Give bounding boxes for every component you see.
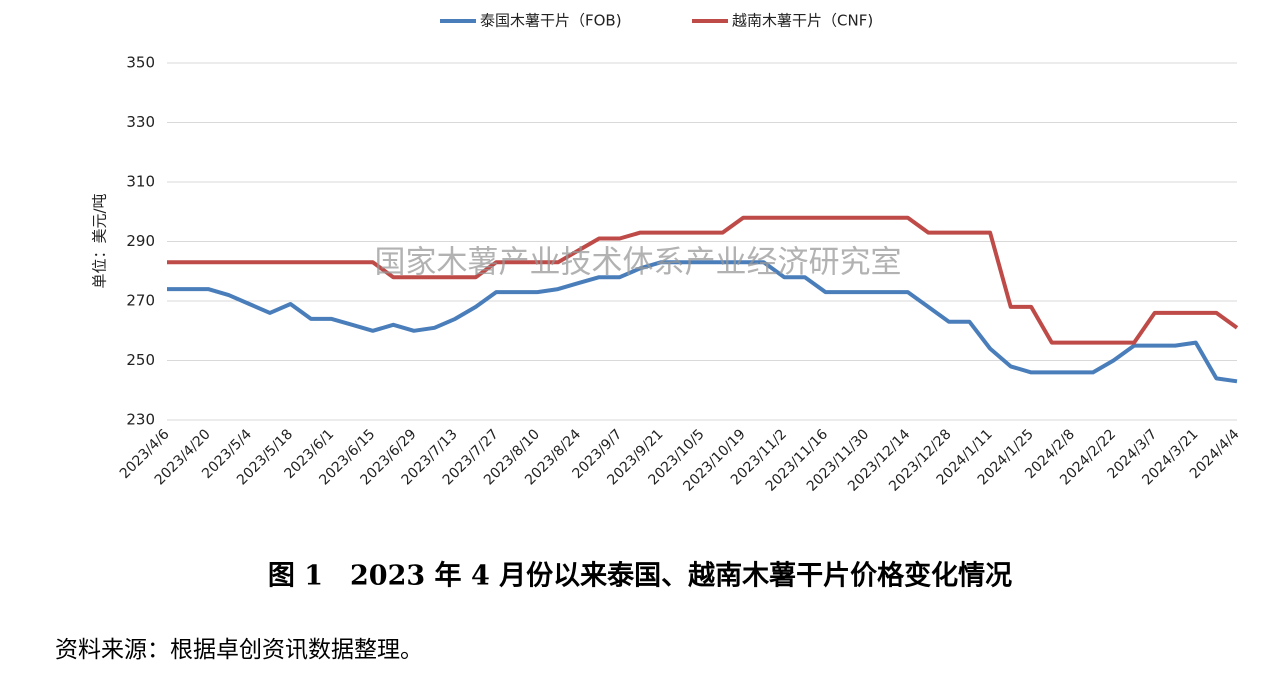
y-tick-label: 290 bbox=[126, 232, 155, 250]
y-tick-label: 270 bbox=[126, 292, 155, 310]
y-axis-label: 单位：美元/吨 bbox=[91, 193, 109, 288]
series-line bbox=[167, 215, 1239, 345]
caption: 图 1 2023 年 4 月份以来泰国、越南木薯干片价格变化情况 bbox=[268, 560, 1012, 592]
legend-label: 泰国木薯干片（FOB) bbox=[480, 12, 622, 30]
series-line bbox=[167, 260, 1238, 384]
y-tick-label: 330 bbox=[126, 113, 155, 131]
legend-label: 越南木薯干片（CNF) bbox=[732, 12, 873, 30]
watermark: 国家木薯产业技术体系产业经济研究室 bbox=[375, 245, 902, 281]
y-tick-label: 310 bbox=[126, 173, 155, 191]
y-tick-label: 350 bbox=[126, 54, 155, 72]
source: 资料来源：根据卓创资讯数据整理。 bbox=[55, 637, 423, 663]
y-tick-label: 250 bbox=[126, 351, 155, 369]
y-tick-label: 230 bbox=[126, 411, 155, 429]
